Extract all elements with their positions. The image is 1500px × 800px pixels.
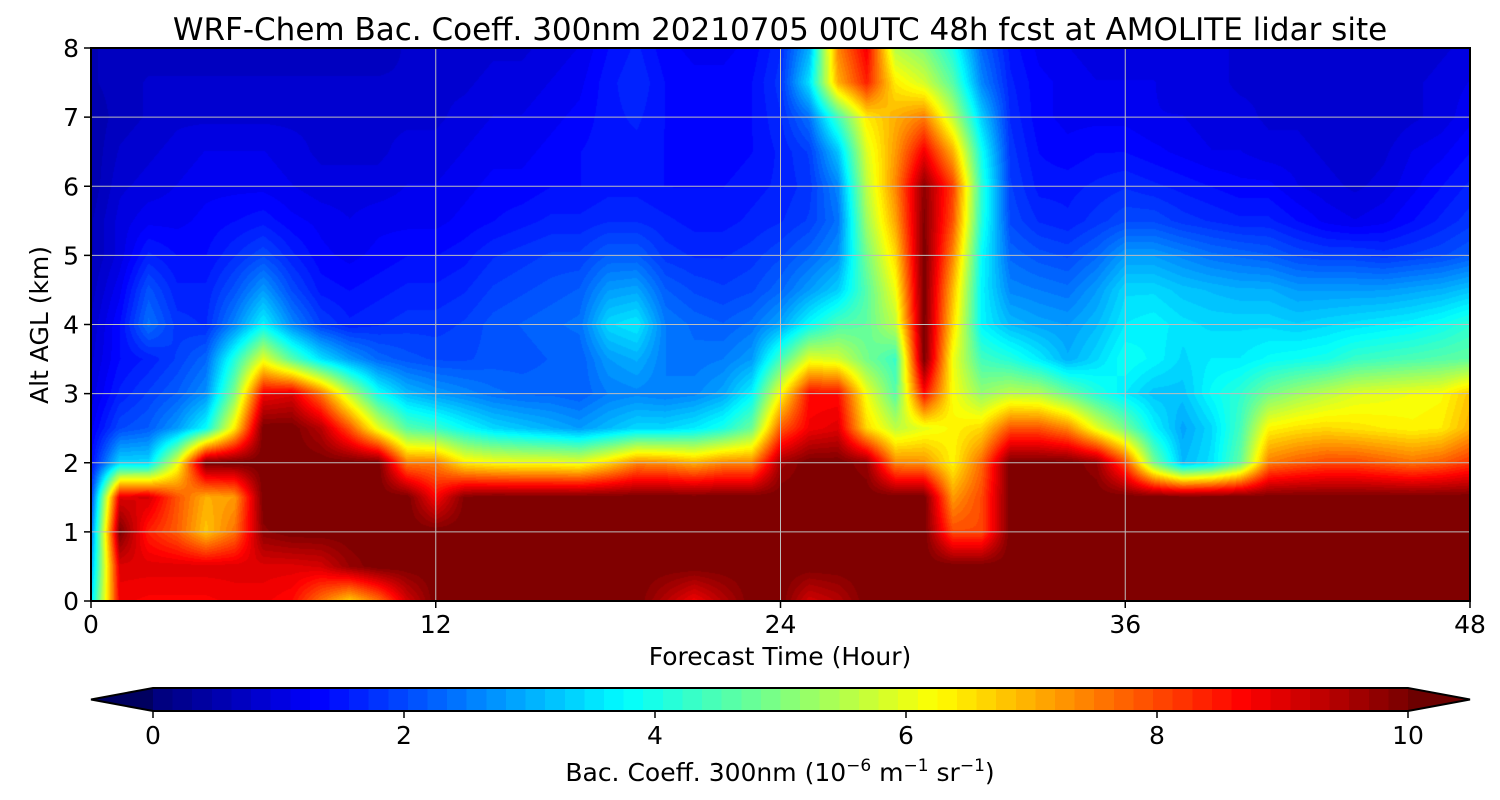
colorbar-extend-max xyxy=(1408,688,1470,711)
x-tick-label: 12 xyxy=(420,610,452,639)
y-tick-label: 2 xyxy=(63,449,79,478)
y-tick-label: 1 xyxy=(63,518,79,547)
x-tick-label: 0 xyxy=(83,610,99,639)
colorbar-tick-label: 0 xyxy=(145,721,161,750)
y-tick-label: 6 xyxy=(63,172,79,201)
y-tick-label: 8 xyxy=(63,34,79,63)
y-tick-label: 5 xyxy=(63,241,79,270)
colorbar-label-exp3: −1 xyxy=(960,756,985,776)
colorbar-label-post: ) xyxy=(985,758,995,787)
y-axis-ticks: 0 1 2 3 4 5 6 7 8 xyxy=(63,34,91,616)
colorbar: 0 2 4 6 8 10 Bac. Coeff. 300nm (10−6 m−1 sr−1… xyxy=(90,687,1471,787)
y-tick-label: 7 xyxy=(63,103,79,132)
colorbar-ticks: 0 2 4 6 8 10 xyxy=(145,711,1424,750)
colorbar-label-pre: Bac. Coeff. 300nm (10 xyxy=(565,758,846,787)
colorbar-tick-label: 4 xyxy=(647,721,663,750)
chart-title: WRF-Chem Bac. Coeff. 300nm 20210705 00UT… xyxy=(173,12,1387,48)
colorbar-tick-label: 8 xyxy=(1149,721,1165,750)
colorbar-label: Bac. Coeff. 300nm (10−6 m−1 sr−1) xyxy=(565,756,994,787)
colorbar-label-exp1: −6 xyxy=(846,756,871,776)
colorbar-label-mid1: m xyxy=(871,758,903,787)
y-tick-label: 0 xyxy=(63,587,79,616)
x-tick-label: 36 xyxy=(1109,610,1141,639)
colorbar-tick-label: 10 xyxy=(1392,721,1424,750)
colorbar-gradient xyxy=(153,688,1408,711)
x-tick-label: 24 xyxy=(765,610,797,639)
grid-lines xyxy=(91,48,1470,601)
y-tick-label: 3 xyxy=(63,380,79,409)
y-axis-label: Alt AGL (km) xyxy=(25,246,54,404)
colorbar-label-mid2: sr xyxy=(929,758,961,787)
colorbar-extend-min xyxy=(91,688,153,711)
x-axis-ticks: 0 12 24 36 48 xyxy=(83,601,1486,639)
colorbar-tick-label: 6 xyxy=(898,721,914,750)
colorbar-tick-label: 2 xyxy=(396,721,412,750)
x-tick-label: 48 xyxy=(1454,610,1486,639)
x-axis-label: Forecast Time (Hour) xyxy=(649,642,912,671)
y-tick-label: 4 xyxy=(63,311,79,340)
colorbar-label-exp2: −1 xyxy=(904,756,929,776)
